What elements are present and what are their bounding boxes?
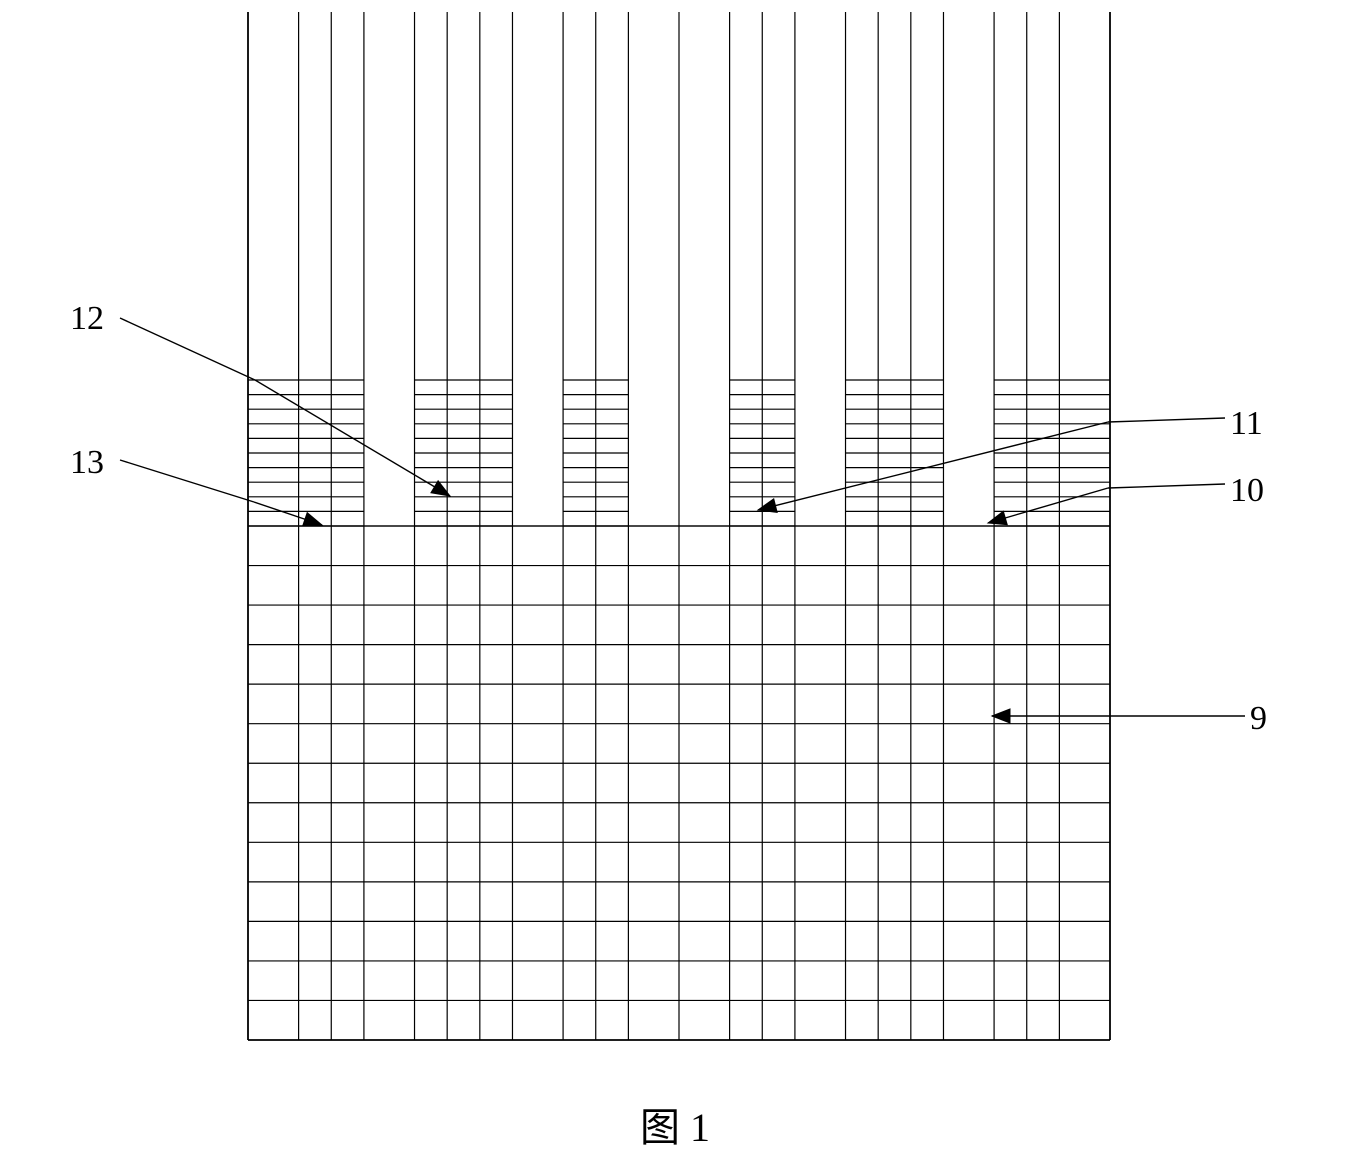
callout-label-11: 11 (1230, 405, 1263, 443)
figure-caption: 图 1 (640, 1095, 710, 1153)
callout-label-9: 9 (1250, 700, 1267, 738)
callout-label-10: 10 (1230, 472, 1264, 510)
diagram-svg (0, 0, 1370, 1151)
figure-root: 12 13 11 10 9 图 1 (0, 0, 1370, 1151)
callout-label-12: 12 (70, 300, 104, 338)
callout-label-13: 13 (70, 444, 104, 482)
